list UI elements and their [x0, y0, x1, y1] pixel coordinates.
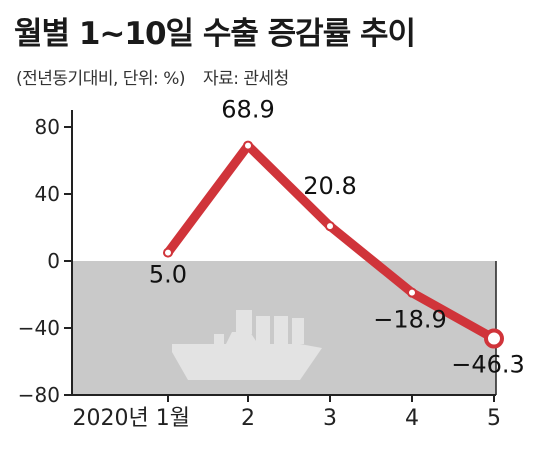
unit-note: (전년동기대비, 단위: %) — [16, 69, 185, 89]
y-tick-label: 40 — [35, 182, 60, 206]
plot-area — [71, 110, 497, 396]
data-labels: 5.0 68.9 20.8 −18.9−46.3 — [149, 96, 525, 379]
x-tick-label: 3 — [323, 406, 337, 431]
data-label: −46.3 — [451, 351, 525, 379]
data-point — [484, 328, 504, 349]
data-label: 20.8 — [303, 172, 356, 200]
data-label: 5.0 — [149, 261, 187, 289]
data-label: 68.9 — [221, 96, 274, 124]
chart-subtitle: (전년동기대비, 단위: %) 자료: 관세청 — [16, 64, 289, 89]
y-tick-label: −40 — [18, 316, 60, 340]
x-tick-label: 2020년 1월 — [73, 406, 190, 431]
data-label: −18.9 — [373, 306, 447, 334]
y-tick-label: 80 — [35, 115, 60, 139]
x-tick-label: 2 — [241, 406, 255, 431]
data-point — [163, 247, 173, 258]
x-tick-label: 5 — [487, 406, 501, 431]
y-ticks: 80 40 0 −40 −80 — [18, 115, 72, 407]
x-ticks: 2020년 1월 2 3 4 5 — [73, 395, 501, 431]
data-point — [243, 140, 253, 151]
chart-title: 월별 1~10일 수출 증감률 추이 — [14, 16, 416, 52]
y-tick-label: 0 — [47, 249, 60, 273]
data-points — [163, 140, 504, 349]
x-tick-label: 4 — [405, 406, 419, 431]
cargo-ship-icon — [172, 310, 322, 380]
y-tick-label: −80 — [18, 383, 60, 407]
data-point — [407, 287, 417, 298]
data-point — [325, 221, 335, 232]
source-note: 자료: 관세청 — [202, 69, 289, 89]
